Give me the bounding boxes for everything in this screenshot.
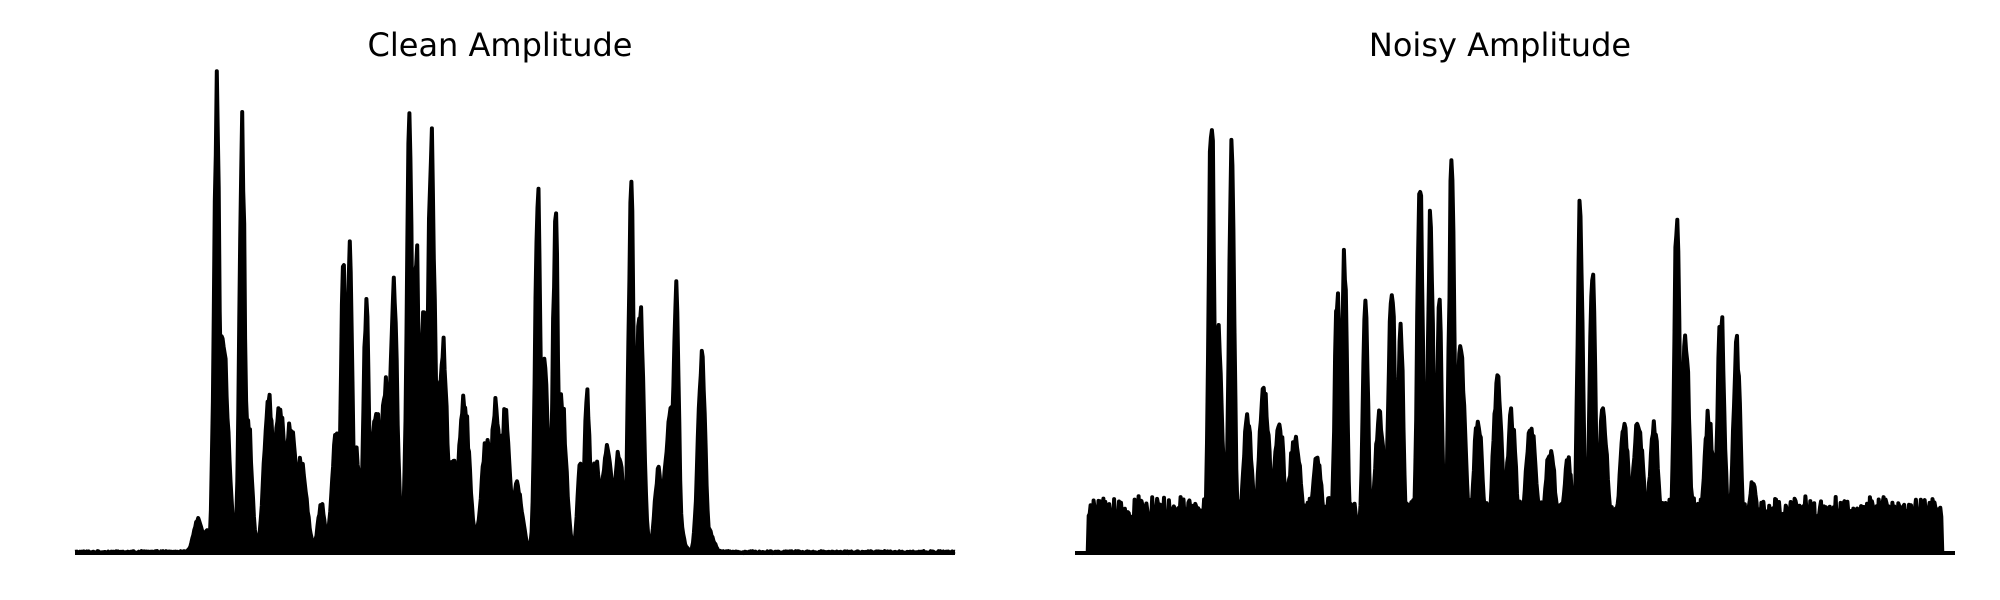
amplitude-fill [75,71,955,553]
chart-title: Clean Amplitude [367,26,633,64]
noisy-amplitude-panel: Noisy Amplitude [1000,0,2000,600]
noisy-amplitude-plot [1074,128,1956,555]
amplitude-line [1074,128,1956,555]
amplitude-line [74,69,956,555]
clean-amplitude-panel: Clean Amplitude [74,26,956,555]
clean-amplitude-plot [74,69,956,555]
chart-title: Noisy Amplitude [1368,26,1632,64]
